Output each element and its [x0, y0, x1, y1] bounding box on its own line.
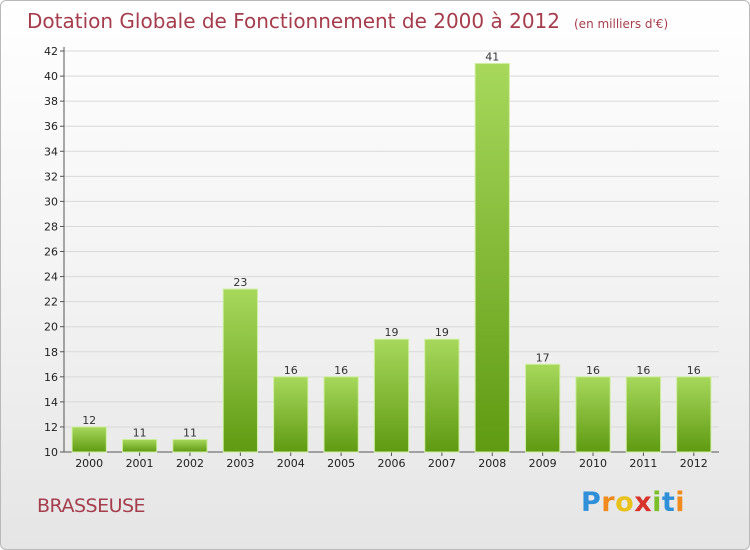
- bar-value-label: 19: [385, 326, 399, 339]
- y-tick-label: 22: [44, 296, 58, 309]
- proxiti-logo: Proxiti: [581, 487, 685, 518]
- title-main: Dotation Globale de Fonctionnement de 20…: [27, 9, 560, 33]
- x-tick-label: 2012: [680, 457, 708, 470]
- x-tick-label: 2008: [478, 457, 506, 470]
- x-tick-label: 2001: [126, 457, 154, 470]
- labels: 12 11 11 23 16 16 19 19 41 17 16 16 16: [82, 51, 701, 440]
- y-tick-label: 36: [44, 120, 58, 133]
- bar-value-label: 12: [82, 414, 96, 427]
- chart-title: Dotation Globale de Fonctionnement de 20…: [27, 9, 668, 33]
- bar: [625, 376, 662, 453]
- x-tick-label: 2010: [579, 457, 607, 470]
- y-tick-label: 30: [44, 195, 58, 208]
- bar: [172, 438, 208, 453]
- bar: [525, 363, 561, 453]
- logo-letter: i: [675, 487, 686, 518]
- bar-value-label: 16: [284, 364, 298, 377]
- bar: [323, 376, 359, 453]
- logo-letter: P: [581, 487, 602, 518]
- y-tick-label: 26: [44, 246, 58, 259]
- bar: [474, 63, 510, 453]
- logo-letter: o: [615, 487, 635, 518]
- y-tick-label: 38: [44, 95, 58, 108]
- axes: 10 12 14 16 18 20 22 24 26 28 30 32 34 36 38 40 42 2000 20…: [44, 45, 719, 470]
- bar: [575, 376, 611, 453]
- x-tick-label: 2000: [75, 457, 103, 470]
- y-tick-label: 24: [44, 271, 58, 284]
- bar-value-label: 23: [233, 276, 247, 289]
- bar: [222, 288, 258, 453]
- bar: [676, 376, 712, 453]
- bar-value-label: 16: [586, 364, 600, 377]
- bar-value-label: 16: [636, 364, 650, 377]
- title-unit: (en milliers d'€): [574, 17, 669, 31]
- bar-value-label: 17: [536, 351, 550, 364]
- logo-letter: t: [661, 487, 676, 518]
- bar: [273, 376, 309, 453]
- y-tick-label: 18: [44, 346, 58, 359]
- bar-value-label: 11: [133, 426, 147, 439]
- y-tick-label: 42: [44, 45, 58, 58]
- x-tick-label: 2009: [529, 457, 557, 470]
- bar-value-label: 16: [687, 364, 701, 377]
- bar-value-label: 16: [334, 364, 348, 377]
- bar-value-label: 11: [183, 426, 197, 439]
- y-tick-label: 20: [44, 321, 58, 334]
- logo-letter: i: [652, 487, 662, 518]
- bar: [424, 338, 460, 453]
- y-tick-label: 40: [44, 70, 58, 83]
- x-tick-label: 2005: [327, 457, 355, 470]
- x-tick-label: 2003: [226, 457, 254, 470]
- bars: [71, 63, 712, 453]
- y-tick-label: 16: [44, 371, 58, 384]
- x-tick-label: 2002: [176, 457, 204, 470]
- y-tick-label: 28: [44, 220, 58, 233]
- logo-letter: x: [634, 487, 653, 518]
- x-tick-label: 2004: [277, 457, 305, 470]
- bar-value-label: 19: [435, 326, 449, 339]
- y-tick-label: 34: [44, 145, 58, 158]
- bar-value-label: 41: [485, 51, 499, 64]
- x-tick-label: 2006: [378, 457, 406, 470]
- y-tick-label: 10: [44, 446, 58, 459]
- y-tick-label: 32: [44, 170, 58, 183]
- bar: [121, 438, 158, 453]
- bar: [71, 426, 107, 453]
- x-tick-label: 2011: [629, 457, 657, 470]
- bar: [373, 338, 410, 453]
- commune-name: BRASSEUSE: [37, 495, 146, 517]
- logo-letter: r: [601, 487, 616, 518]
- y-tick-label: 14: [44, 396, 58, 409]
- y-tick-label: 12: [44, 421, 58, 434]
- x-tick-label: 2007: [428, 457, 456, 470]
